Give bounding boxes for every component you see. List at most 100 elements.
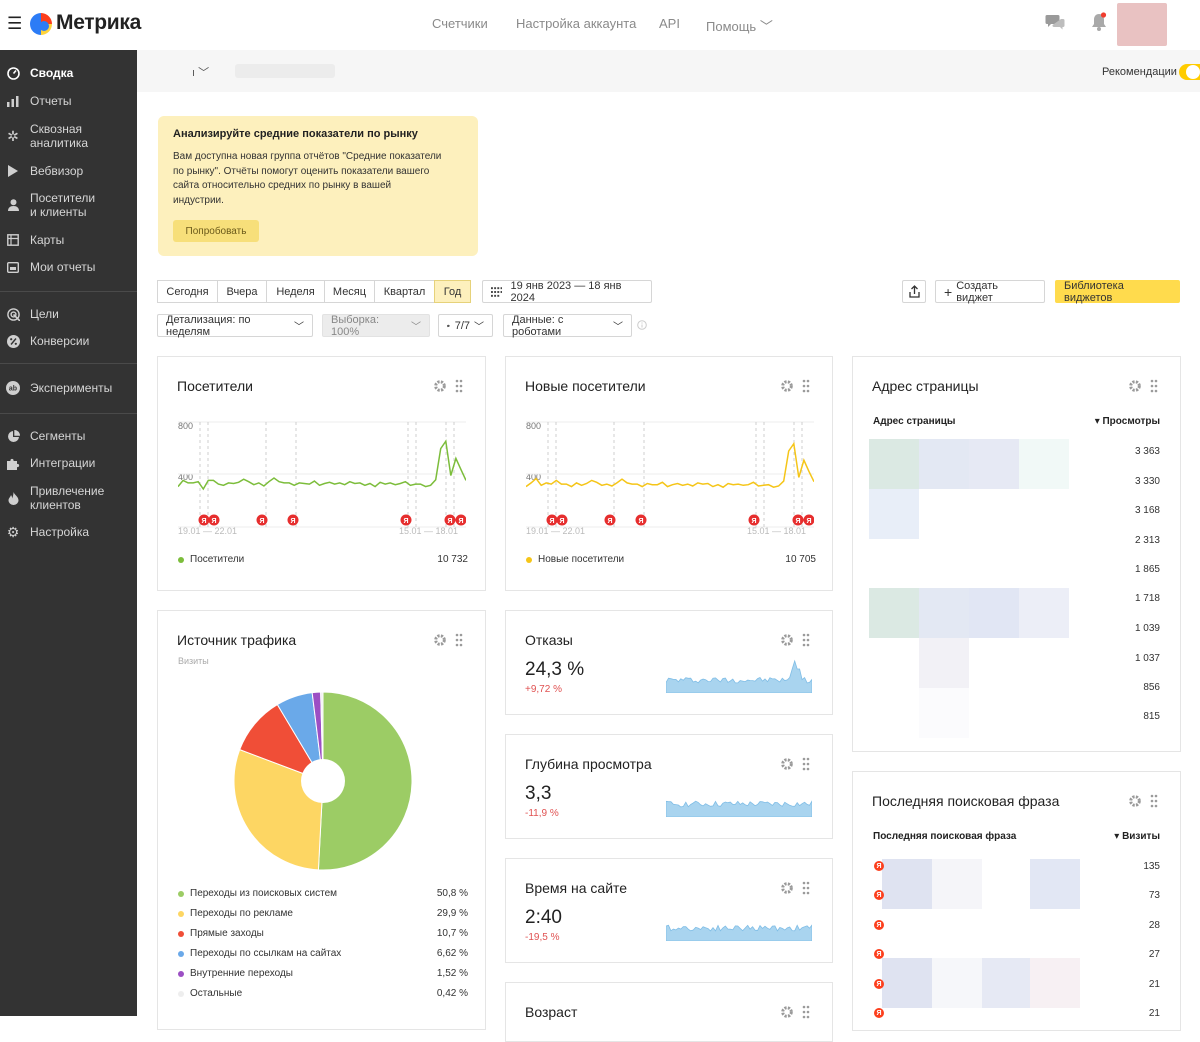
annotation-marker[interactable]: Я [287,514,299,526]
annotation-marker[interactable]: Я [400,514,412,526]
gear-icon[interactable] [780,1005,794,1019]
drag-handle-icon[interactable] [802,757,810,771]
pie-slice[interactable] [317,691,413,871]
sidebar-item-summary[interactable]: Сводка [0,66,137,80]
sidebar-item-webvisor[interactable]: Вебвизор [0,164,137,178]
gear-icon[interactable] [780,379,794,393]
table-cell-value: 2 313 [1134,535,1160,546]
counter-selector[interactable]: ı ﹀ [192,67,210,79]
menu-icon[interactable]: ☰ [7,14,23,33]
legend-item[interactable]: Переходы по рекламе 29,9 % [178,908,468,919]
table-cell-value: 1 039 [1134,623,1160,634]
nav-counters[interactable]: Счетчики [432,16,488,31]
column-header-visits[interactable]: ▾ Визиты [1114,831,1160,842]
legend-item[interactable]: Остальные 0,42 % [178,988,468,999]
info-icon[interactable] [637,320,647,330]
drag-handle-icon[interactable] [1150,379,1158,393]
gear-icon[interactable] [780,757,794,771]
nav-api[interactable]: API [659,16,680,31]
detail-select[interactable]: Детализация: по неделям ﹀ [157,314,313,338]
sidebar-item-visitors-clients[interactable]: Посетители и клиенты [0,191,105,219]
period-today[interactable]: Сегодня [157,280,218,303]
column-header-pageviews[interactable]: ▾ Просмотры [1094,416,1160,427]
annotation-marker[interactable]: Я [546,514,558,526]
drag-handle-icon[interactable] [455,379,463,393]
create-widget-button[interactable]: + Создать виджет [935,280,1045,304]
toggle-knob [1186,65,1200,79]
sidebar-item-label: Посетители и клиенты [30,191,96,219]
gear-icon[interactable] [433,379,447,393]
try-button[interactable]: Попробовать [173,220,259,242]
legend-item[interactable]: Прямые заходы 10,7 % [178,928,468,939]
drag-handle-icon[interactable] [802,1005,810,1019]
sidebar-item-label: Эксперименты [30,381,113,395]
sample-select[interactable]: Выборка: 100% ﹀ [322,313,430,338]
gear-icon[interactable] [433,633,447,647]
brand-title[interactable]: Метрика [56,11,142,34]
sidebar-item-maps[interactable]: Карты [0,233,137,247]
annotation-marker[interactable]: Я [256,514,268,526]
gear-icon[interactable] [780,881,794,895]
drag-handle-icon[interactable] [455,633,463,647]
sidebar-item-reports[interactable]: Отчеты [0,94,137,108]
y-tick-label: 800 [526,421,542,431]
sidebar-item-segments[interactable]: Сегменты [0,429,137,443]
gear-icon[interactable] [1128,794,1142,808]
blurred-cell [969,588,1019,638]
annotation-marker[interactable]: Я [208,514,220,526]
sidebar-item-end-to-end-analytics[interactable]: ✲ Сквозная аналитика [0,122,90,150]
robots-data-select[interactable]: Данные: с роботами ﹀ [503,314,632,338]
period-quarter[interactable]: Квартал [374,280,435,303]
traffic-pie-chart[interactable] [233,691,413,871]
bell-icon[interactable] [1090,12,1108,32]
annotation-marker[interactable]: Я [635,514,647,526]
logo-dot [39,21,49,31]
period-week[interactable]: Неделя [266,280,325,303]
drag-handle-icon[interactable] [802,379,810,393]
period-year[interactable]: Год [434,280,471,303]
sidebar-item-goals[interactable]: Цели [0,307,137,321]
attribution-select[interactable]: 7/7 ﹀ [438,314,493,337]
annotation-marker[interactable]: Я [604,514,616,526]
sidebar-item-customer-acquisition[interactable]: Привлечение клиентов [0,484,112,512]
annotation-marker[interactable]: Я [748,514,760,526]
annotation-marker[interactable]: Я [556,514,568,526]
widget-library-button[interactable]: Библиотека виджетов [1055,280,1180,304]
sidebar-item-integrations[interactable]: Интеграции [0,456,137,470]
legend-total: 10 732 [437,554,468,565]
avatar[interactable] [1117,3,1167,46]
y-tick-label: 800 [178,421,194,431]
annotation-marker[interactable]: Я [803,514,815,526]
gear-icon[interactable] [1128,379,1142,393]
annotation-marker[interactable]: Я [792,514,804,526]
nav-account-settings[interactable]: Настройка аккаунта [516,16,637,31]
gear-icon[interactable] [780,633,794,647]
sidebar-item-my-reports[interactable]: Мои отчеты [0,260,137,274]
sparkline-area [666,659,812,693]
table-cell-value: 1 865 [1134,564,1160,575]
sidebar-item-conversions[interactable]: Конверсии [0,334,137,348]
drag-handle-icon[interactable] [1150,794,1158,808]
annotation-marker[interactable]: Я [444,514,456,526]
sample-label: Выборка: 100% [331,313,380,338]
nav-help[interactable]: Помощь ﹀ [706,19,773,34]
period-yesterday[interactable]: Вчера [217,280,267,303]
annotation-marker[interactable]: Я [455,514,467,526]
date-range-picker[interactable]: 19 янв 2023 — 18 янв 2024 [482,280,652,304]
annotation-marker[interactable]: Я [198,514,210,526]
drag-handle-icon[interactable] [802,633,810,647]
legend-item[interactable]: Переходы по ссылкам на сайтах 6,62 % [178,948,468,959]
drag-handle-icon[interactable] [802,881,810,895]
blurred-cell [882,958,932,1008]
legend-item[interactable]: Внутренние переходы 1,52 % [178,968,468,979]
legend-item[interactable]: Переходы из поисковых систем 50,8 % [178,888,468,899]
sidebar-item-settings[interactable]: ⚙ Настройка [0,525,137,539]
sidebar-item-experiments[interactable]: ab Эксперименты [0,381,137,395]
pie-slice[interactable] [233,748,324,871]
export-button[interactable] [902,280,926,303]
pie-slice[interactable] [320,691,324,782]
period-month[interactable]: Месяц [324,280,375,303]
chat-icon[interactable] [1045,14,1065,30]
